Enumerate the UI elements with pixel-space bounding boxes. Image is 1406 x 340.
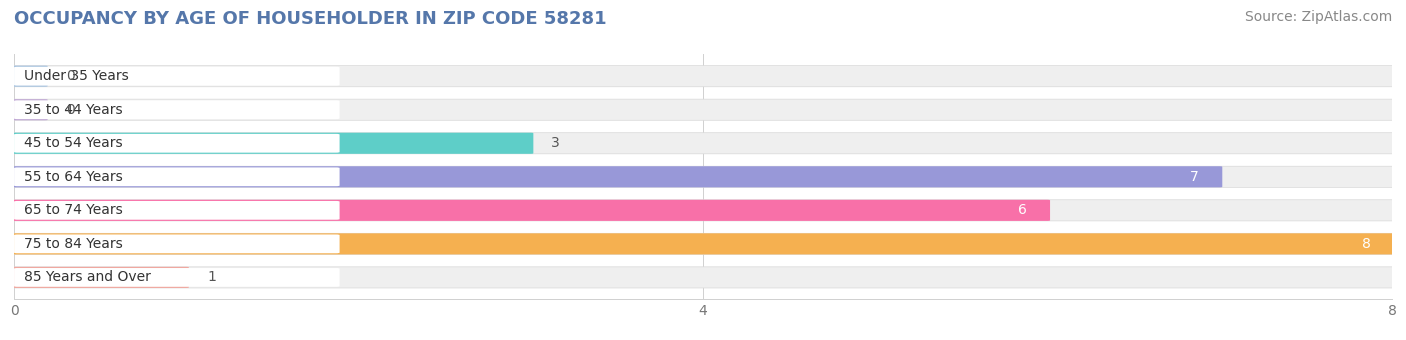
Text: 45 to 54 Years: 45 to 54 Years (24, 136, 122, 150)
FancyBboxPatch shape (14, 201, 340, 220)
FancyBboxPatch shape (11, 133, 533, 154)
FancyBboxPatch shape (11, 267, 1395, 288)
FancyBboxPatch shape (11, 166, 1222, 187)
FancyBboxPatch shape (11, 66, 48, 87)
FancyBboxPatch shape (11, 99, 1395, 120)
Text: 3: 3 (551, 136, 560, 150)
FancyBboxPatch shape (11, 267, 188, 288)
FancyBboxPatch shape (14, 100, 340, 119)
Text: Source: ZipAtlas.com: Source: ZipAtlas.com (1244, 10, 1392, 24)
FancyBboxPatch shape (11, 66, 1395, 87)
Text: 85 Years and Over: 85 Years and Over (24, 270, 152, 284)
Text: 0: 0 (66, 103, 75, 117)
Text: 35 to 44 Years: 35 to 44 Years (24, 103, 122, 117)
FancyBboxPatch shape (11, 233, 1395, 254)
FancyBboxPatch shape (11, 200, 1395, 221)
Text: 65 to 74 Years: 65 to 74 Years (24, 203, 124, 217)
FancyBboxPatch shape (11, 166, 1395, 187)
Text: 8: 8 (1362, 237, 1371, 251)
Text: 1: 1 (207, 270, 217, 284)
FancyBboxPatch shape (14, 134, 340, 153)
FancyBboxPatch shape (14, 235, 340, 253)
Text: 6: 6 (1018, 203, 1026, 217)
FancyBboxPatch shape (11, 133, 1395, 154)
FancyBboxPatch shape (14, 268, 340, 287)
FancyBboxPatch shape (11, 200, 1050, 221)
FancyBboxPatch shape (11, 233, 1395, 254)
FancyBboxPatch shape (11, 99, 48, 120)
Text: 7: 7 (1191, 170, 1199, 184)
Text: 55 to 64 Years: 55 to 64 Years (24, 170, 124, 184)
Text: 0: 0 (66, 69, 75, 83)
Text: 75 to 84 Years: 75 to 84 Years (24, 237, 124, 251)
FancyBboxPatch shape (14, 67, 340, 86)
Text: OCCUPANCY BY AGE OF HOUSEHOLDER IN ZIP CODE 58281: OCCUPANCY BY AGE OF HOUSEHOLDER IN ZIP C… (14, 10, 606, 28)
Text: Under 35 Years: Under 35 Years (24, 69, 129, 83)
FancyBboxPatch shape (14, 167, 340, 186)
